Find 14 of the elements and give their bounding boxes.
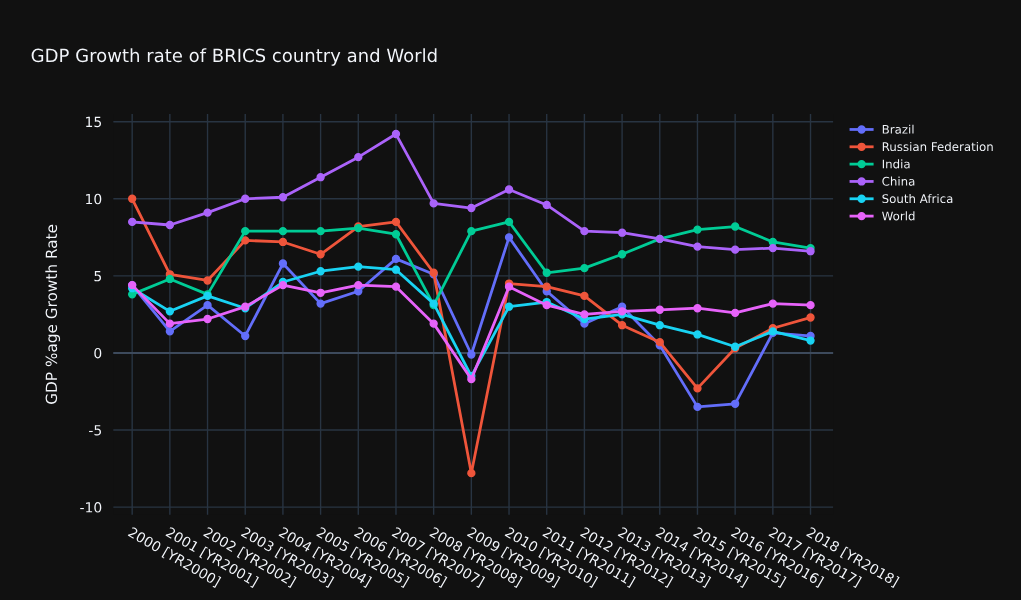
y-tick-label: -10 <box>80 502 102 513</box>
legend-label: China <box>882 176 915 186</box>
y-axis-title: GDP %age Growth Rate <box>45 224 61 404</box>
y-tick-label: -5 <box>89 425 102 436</box>
y-tick-label: 0 <box>94 347 102 359</box>
chart-title: GDP Growth rate of BRICS country and World <box>31 48 437 66</box>
legend-label: India <box>882 159 910 169</box>
legend-label: Brazil <box>882 124 914 134</box>
y-tick-label: 5 <box>94 271 102 282</box>
y-tick-label: 15 <box>86 116 102 128</box>
legend-label: Russian Federation <box>882 141 993 152</box>
legend-label: World <box>882 211 915 221</box>
y-tick-label: 10 <box>86 193 102 205</box>
legend-label: South Africa <box>882 193 953 204</box>
